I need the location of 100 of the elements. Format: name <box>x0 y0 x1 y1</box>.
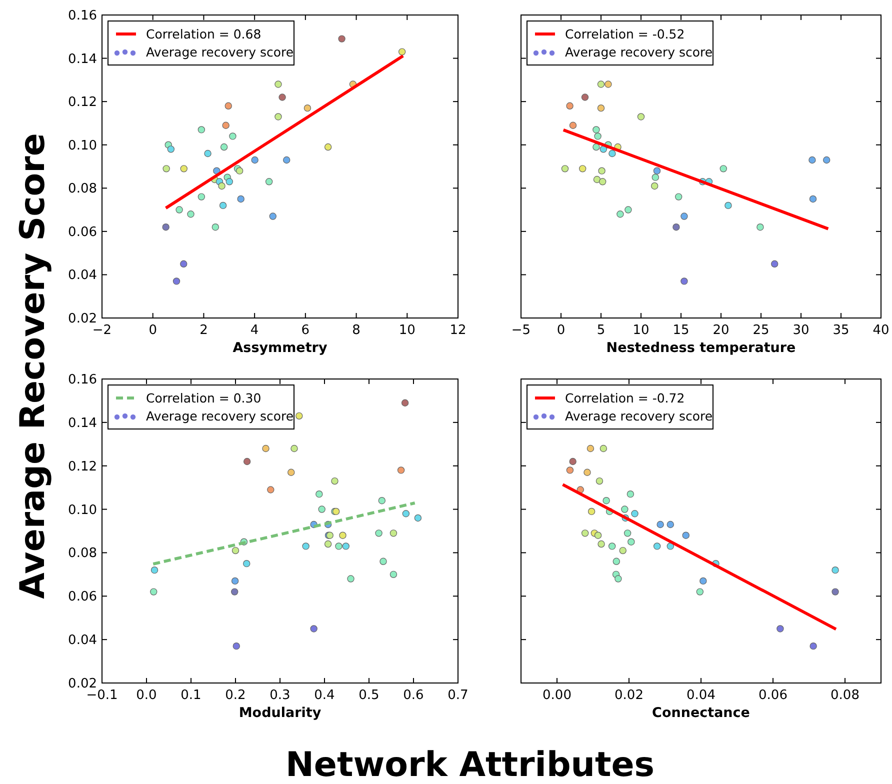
y-tick-label: 0.06 <box>68 224 97 240</box>
point <box>771 260 778 268</box>
point <box>651 182 658 190</box>
point <box>596 477 604 485</box>
x-axis-title: Assymmetry <box>232 340 328 356</box>
point <box>600 146 607 153</box>
legend-label: Correlation = -0.72 <box>565 390 685 406</box>
point <box>810 642 817 650</box>
x-tick-label: 8 <box>352 323 360 338</box>
point <box>626 490 634 498</box>
point <box>224 102 232 110</box>
point <box>390 530 398 537</box>
point <box>720 165 727 172</box>
legend-label: Average recovery score <box>565 408 713 424</box>
point <box>267 486 274 494</box>
point <box>198 126 206 134</box>
point <box>594 132 602 140</box>
point <box>593 176 601 184</box>
point <box>566 102 574 110</box>
point <box>167 146 175 153</box>
point <box>229 132 236 140</box>
x-tick-label: 2 <box>200 323 208 338</box>
x-tick-label: 5 <box>596 323 606 338</box>
point <box>602 497 610 504</box>
point <box>597 104 605 112</box>
point <box>675 193 682 200</box>
point <box>243 458 251 466</box>
point <box>653 542 661 550</box>
point <box>310 625 318 632</box>
point <box>150 588 158 596</box>
point <box>397 466 405 474</box>
point <box>262 444 270 452</box>
point <box>198 193 206 200</box>
point <box>569 122 577 129</box>
legend-label: Average recovery score <box>146 44 294 60</box>
point <box>700 577 707 585</box>
point <box>600 444 608 452</box>
point <box>274 113 282 120</box>
point <box>561 165 569 172</box>
x-tick-label: 12 <box>450 323 466 338</box>
point <box>304 104 312 112</box>
point <box>212 224 220 231</box>
point <box>579 165 586 172</box>
point <box>592 143 600 151</box>
point <box>621 506 628 513</box>
point <box>324 540 332 548</box>
point <box>594 532 602 539</box>
legend-label: Correlation = 0.68 <box>146 26 262 42</box>
y-tick-label: 0.16 <box>68 372 97 388</box>
legend-label: Correlation = -0.52 <box>565 26 685 42</box>
y-tick-label: 0.04 <box>68 268 97 284</box>
point <box>335 542 342 550</box>
point <box>614 575 622 582</box>
point <box>809 195 817 203</box>
point <box>324 143 332 151</box>
point <box>616 210 624 218</box>
point <box>569 458 576 466</box>
point <box>832 566 839 574</box>
point <box>666 520 674 528</box>
point <box>402 510 410 518</box>
x-tick-label: 10 <box>632 323 650 338</box>
y-tick-label: 0.12 <box>68 459 97 474</box>
x-tick-label: 4 <box>250 323 259 338</box>
x-tick-label: −5 <box>511 323 531 338</box>
point <box>180 260 188 268</box>
point <box>180 165 188 172</box>
x-tick-label: 35 <box>832 323 850 338</box>
point <box>176 206 183 214</box>
point <box>401 399 409 406</box>
point <box>187 210 194 218</box>
point <box>342 542 350 550</box>
point <box>398 48 406 56</box>
y-tick-label: 0.04 <box>68 633 97 648</box>
point <box>278 94 286 101</box>
x-tick-label: 30 <box>792 323 810 338</box>
legend-label: Average recovery score <box>565 44 713 60</box>
point <box>680 278 688 285</box>
point <box>604 80 612 88</box>
point <box>608 542 616 550</box>
x-tick-label: 0.02 <box>614 688 644 703</box>
point <box>637 113 645 120</box>
y-tick-label: 0.08 <box>68 182 97 197</box>
point <box>598 540 605 548</box>
point <box>231 588 238 596</box>
point <box>172 278 180 285</box>
point <box>619 546 626 554</box>
text: Network Attributes <box>285 745 655 784</box>
y-tick-label: 0.08 <box>68 546 97 562</box>
point <box>586 444 594 452</box>
point <box>375 530 382 537</box>
point <box>808 156 816 164</box>
y-axis-title: Average Recovery Score <box>13 133 53 599</box>
x-tick-label: 0.3 <box>270 688 290 703</box>
x-tick-label: 0.6 <box>403 688 424 703</box>
x-tick-label: 0 <box>148 323 157 338</box>
point <box>219 202 227 210</box>
x-tick-label: 40 <box>872 323 890 338</box>
point <box>232 642 240 650</box>
x-tick-label: 20 <box>712 323 730 338</box>
point <box>347 575 354 582</box>
